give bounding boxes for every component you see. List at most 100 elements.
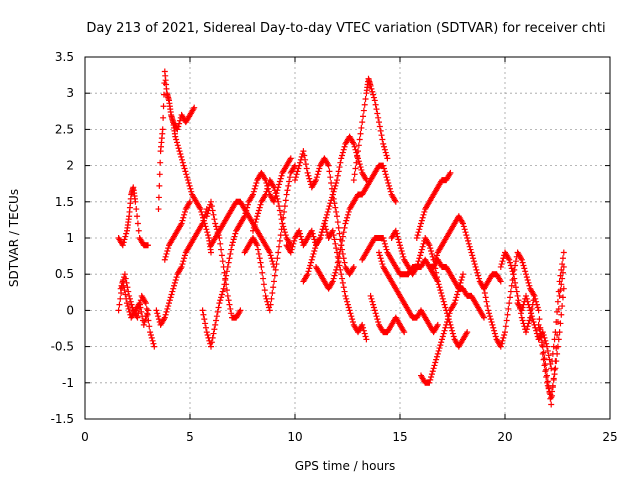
- data-point: [173, 136, 180, 143]
- data-point: [339, 279, 346, 286]
- data-point: [441, 327, 448, 334]
- x-tick-label: 25: [602, 430, 617, 444]
- data-point: [163, 250, 170, 257]
- data-point: [272, 266, 279, 273]
- data-point: [472, 263, 479, 270]
- data-point: [154, 310, 161, 317]
- data-point: [457, 279, 464, 286]
- data-point: [148, 334, 155, 341]
- data-point: [549, 384, 556, 391]
- data-point: [180, 162, 187, 169]
- data-point: [428, 250, 435, 257]
- data-point: [392, 198, 399, 205]
- data-point: [460, 271, 466, 278]
- data-series: [250, 177, 294, 249]
- data-point: [381, 143, 388, 150]
- data-point: [218, 252, 225, 259]
- data-point: [204, 332, 211, 339]
- data-point: [349, 318, 356, 325]
- data-series: [115, 184, 151, 249]
- data-point: [333, 266, 340, 273]
- data-point: [450, 333, 457, 340]
- data-point: [181, 208, 188, 215]
- data-point: [330, 232, 337, 239]
- data-point: [144, 311, 151, 318]
- data-point: [549, 350, 556, 357]
- data-point: [179, 159, 186, 166]
- data-point: [266, 307, 273, 314]
- y-tick-label: 1: [66, 231, 74, 245]
- data-point: [176, 117, 183, 124]
- data-point: [119, 242, 126, 249]
- data-point: [260, 275, 267, 282]
- data-point: [303, 165, 310, 172]
- data-point: [392, 227, 399, 234]
- data-point: [453, 294, 460, 301]
- data-point: [383, 174, 390, 181]
- data-point: [153, 307, 160, 314]
- data-point: [426, 242, 433, 249]
- data-point: [134, 314, 141, 321]
- data-point: [379, 136, 386, 143]
- data-point: [323, 211, 330, 218]
- data-point: [381, 165, 388, 172]
- data-series: [413, 169, 454, 241]
- data-point: [319, 226, 326, 233]
- data-point: [348, 313, 355, 320]
- data-point: [469, 252, 476, 259]
- data-point: [499, 258, 506, 265]
- data-point: [544, 347, 551, 354]
- data-point: [507, 288, 514, 295]
- data-series: [535, 263, 567, 408]
- data-point: [293, 171, 300, 178]
- data-point: [181, 165, 188, 172]
- data-point: [311, 236, 318, 243]
- data-point: [560, 249, 567, 256]
- data-point: [121, 271, 128, 278]
- data-point: [339, 237, 346, 244]
- data-point: [165, 303, 172, 310]
- data-point: [460, 220, 466, 227]
- data-point: [204, 210, 211, 217]
- data-point: [297, 233, 304, 240]
- data-point: [312, 245, 319, 252]
- data-point: [518, 256, 525, 263]
- data-point: [442, 304, 449, 311]
- data-point: [359, 321, 366, 328]
- data-point: [181, 211, 188, 218]
- data-point: [538, 339, 545, 346]
- data-point: [523, 271, 529, 278]
- data-point: [256, 255, 263, 262]
- data-point: [281, 229, 288, 236]
- data-point: [330, 275, 337, 282]
- data-point: [161, 256, 168, 263]
- data-point: [287, 249, 294, 256]
- data-point: [508, 265, 515, 272]
- data-point: [174, 142, 181, 149]
- data-point: [203, 213, 210, 220]
- data-point: [397, 245, 404, 252]
- data-point: [378, 132, 385, 139]
- data-series: [514, 249, 567, 372]
- data-point: [371, 307, 378, 314]
- data-point: [197, 206, 204, 213]
- data-point: [442, 324, 449, 331]
- data-point: [414, 261, 421, 268]
- data-point: [273, 193, 280, 200]
- data-point: [272, 190, 279, 197]
- data-series: [241, 162, 298, 314]
- data-point: [433, 274, 440, 281]
- data-point: [508, 282, 515, 289]
- data-point: [218, 294, 225, 301]
- data-point: [500, 334, 507, 341]
- data-point: [263, 295, 270, 302]
- data-point: [526, 304, 533, 311]
- data-point: [376, 119, 382, 126]
- data-point: [123, 230, 130, 237]
- data-point: [466, 243, 473, 250]
- data-point: [444, 318, 451, 325]
- data-point: [146, 323, 153, 330]
- data-point: [181, 255, 188, 262]
- data-point: [346, 307, 353, 314]
